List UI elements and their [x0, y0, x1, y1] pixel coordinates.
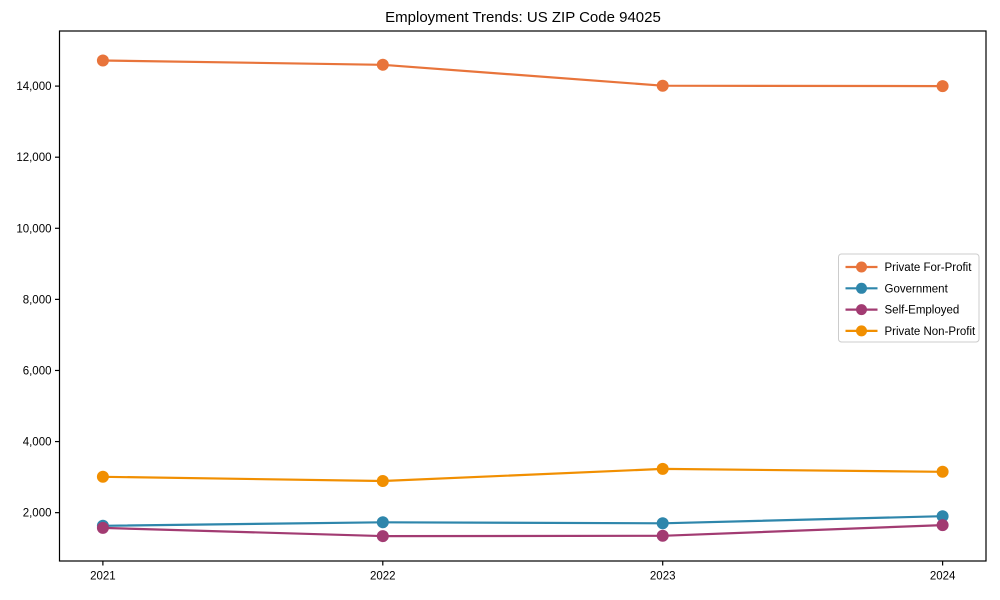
- data-point-self-employed: [376, 530, 389, 543]
- x-axis-tick-label: 2022: [370, 571, 396, 583]
- data-point-private-non-profit: [96, 470, 109, 483]
- legend-item-government: Government: [845, 282, 949, 295]
- legend-label: Self-Employed: [885, 305, 960, 317]
- y-axis-tick-label: 4,000: [23, 437, 52, 449]
- legend-label: Government: [885, 283, 949, 295]
- legend-box: [838, 253, 980, 343]
- legend-item-private-non-profit: Private Non-Profit: [845, 325, 977, 338]
- data-point-private-non-profit: [936, 465, 949, 478]
- series-line-self-employed: [102, 524, 943, 538]
- legend-item-self-employed: Self-Employed: [845, 304, 960, 317]
- data-point-government: [376, 516, 389, 529]
- data-point-self-employed: [936, 519, 949, 532]
- data-point-government: [936, 510, 949, 523]
- data-point-self-employed: [656, 529, 669, 542]
- legend-item-private-for-profit: Private For-Profit: [845, 261, 973, 274]
- legend-marker: [856, 261, 867, 273]
- legend-label: Private For-Profit: [885, 262, 973, 274]
- data-point-self-employed: [96, 521, 109, 534]
- x-axis-tick-label: 2024: [930, 571, 956, 583]
- data-point-private-non-profit: [376, 475, 389, 487]
- legend: Private For-Profit Government Self-Employe…: [838, 253, 980, 343]
- series-line-government: [102, 515, 943, 527]
- legend-marker: [856, 304, 867, 316]
- x-axis-tick-label: 2023: [650, 571, 676, 583]
- y-axis-tick-label: 14,000: [16, 81, 51, 93]
- data-point-private-non-profit: [656, 462, 669, 475]
- y-axis-tick-label: 8,000: [23, 294, 52, 306]
- data-point-private-for-profit: [936, 80, 949, 93]
- data-point-private-for-profit: [96, 54, 109, 67]
- legend-marker: [856, 282, 867, 294]
- chart-title: Employment Trends: US ZIP Code 94025: [385, 9, 661, 26]
- plot-border: [58, 30, 987, 562]
- data-point-government: [656, 517, 669, 530]
- y-axis-tick-label: 12,000: [16, 152, 51, 164]
- y-axis-tick-label: 6,000: [23, 365, 52, 377]
- data-point-private-for-profit: [376, 58, 389, 71]
- x-axis-tick-label: 2021: [90, 571, 116, 583]
- legend-marker: [856, 325, 867, 337]
- series-line-private-for-profit: [102, 59, 943, 88]
- legend-label: Private Non-Profit: [885, 326, 977, 338]
- series-line-private-non-profit: [102, 467, 943, 483]
- data-point-private-for-profit: [656, 79, 669, 92]
- y-axis-tick-label: 2,000: [23, 508, 52, 520]
- y-axis-tick-label: 10,000: [16, 223, 51, 235]
